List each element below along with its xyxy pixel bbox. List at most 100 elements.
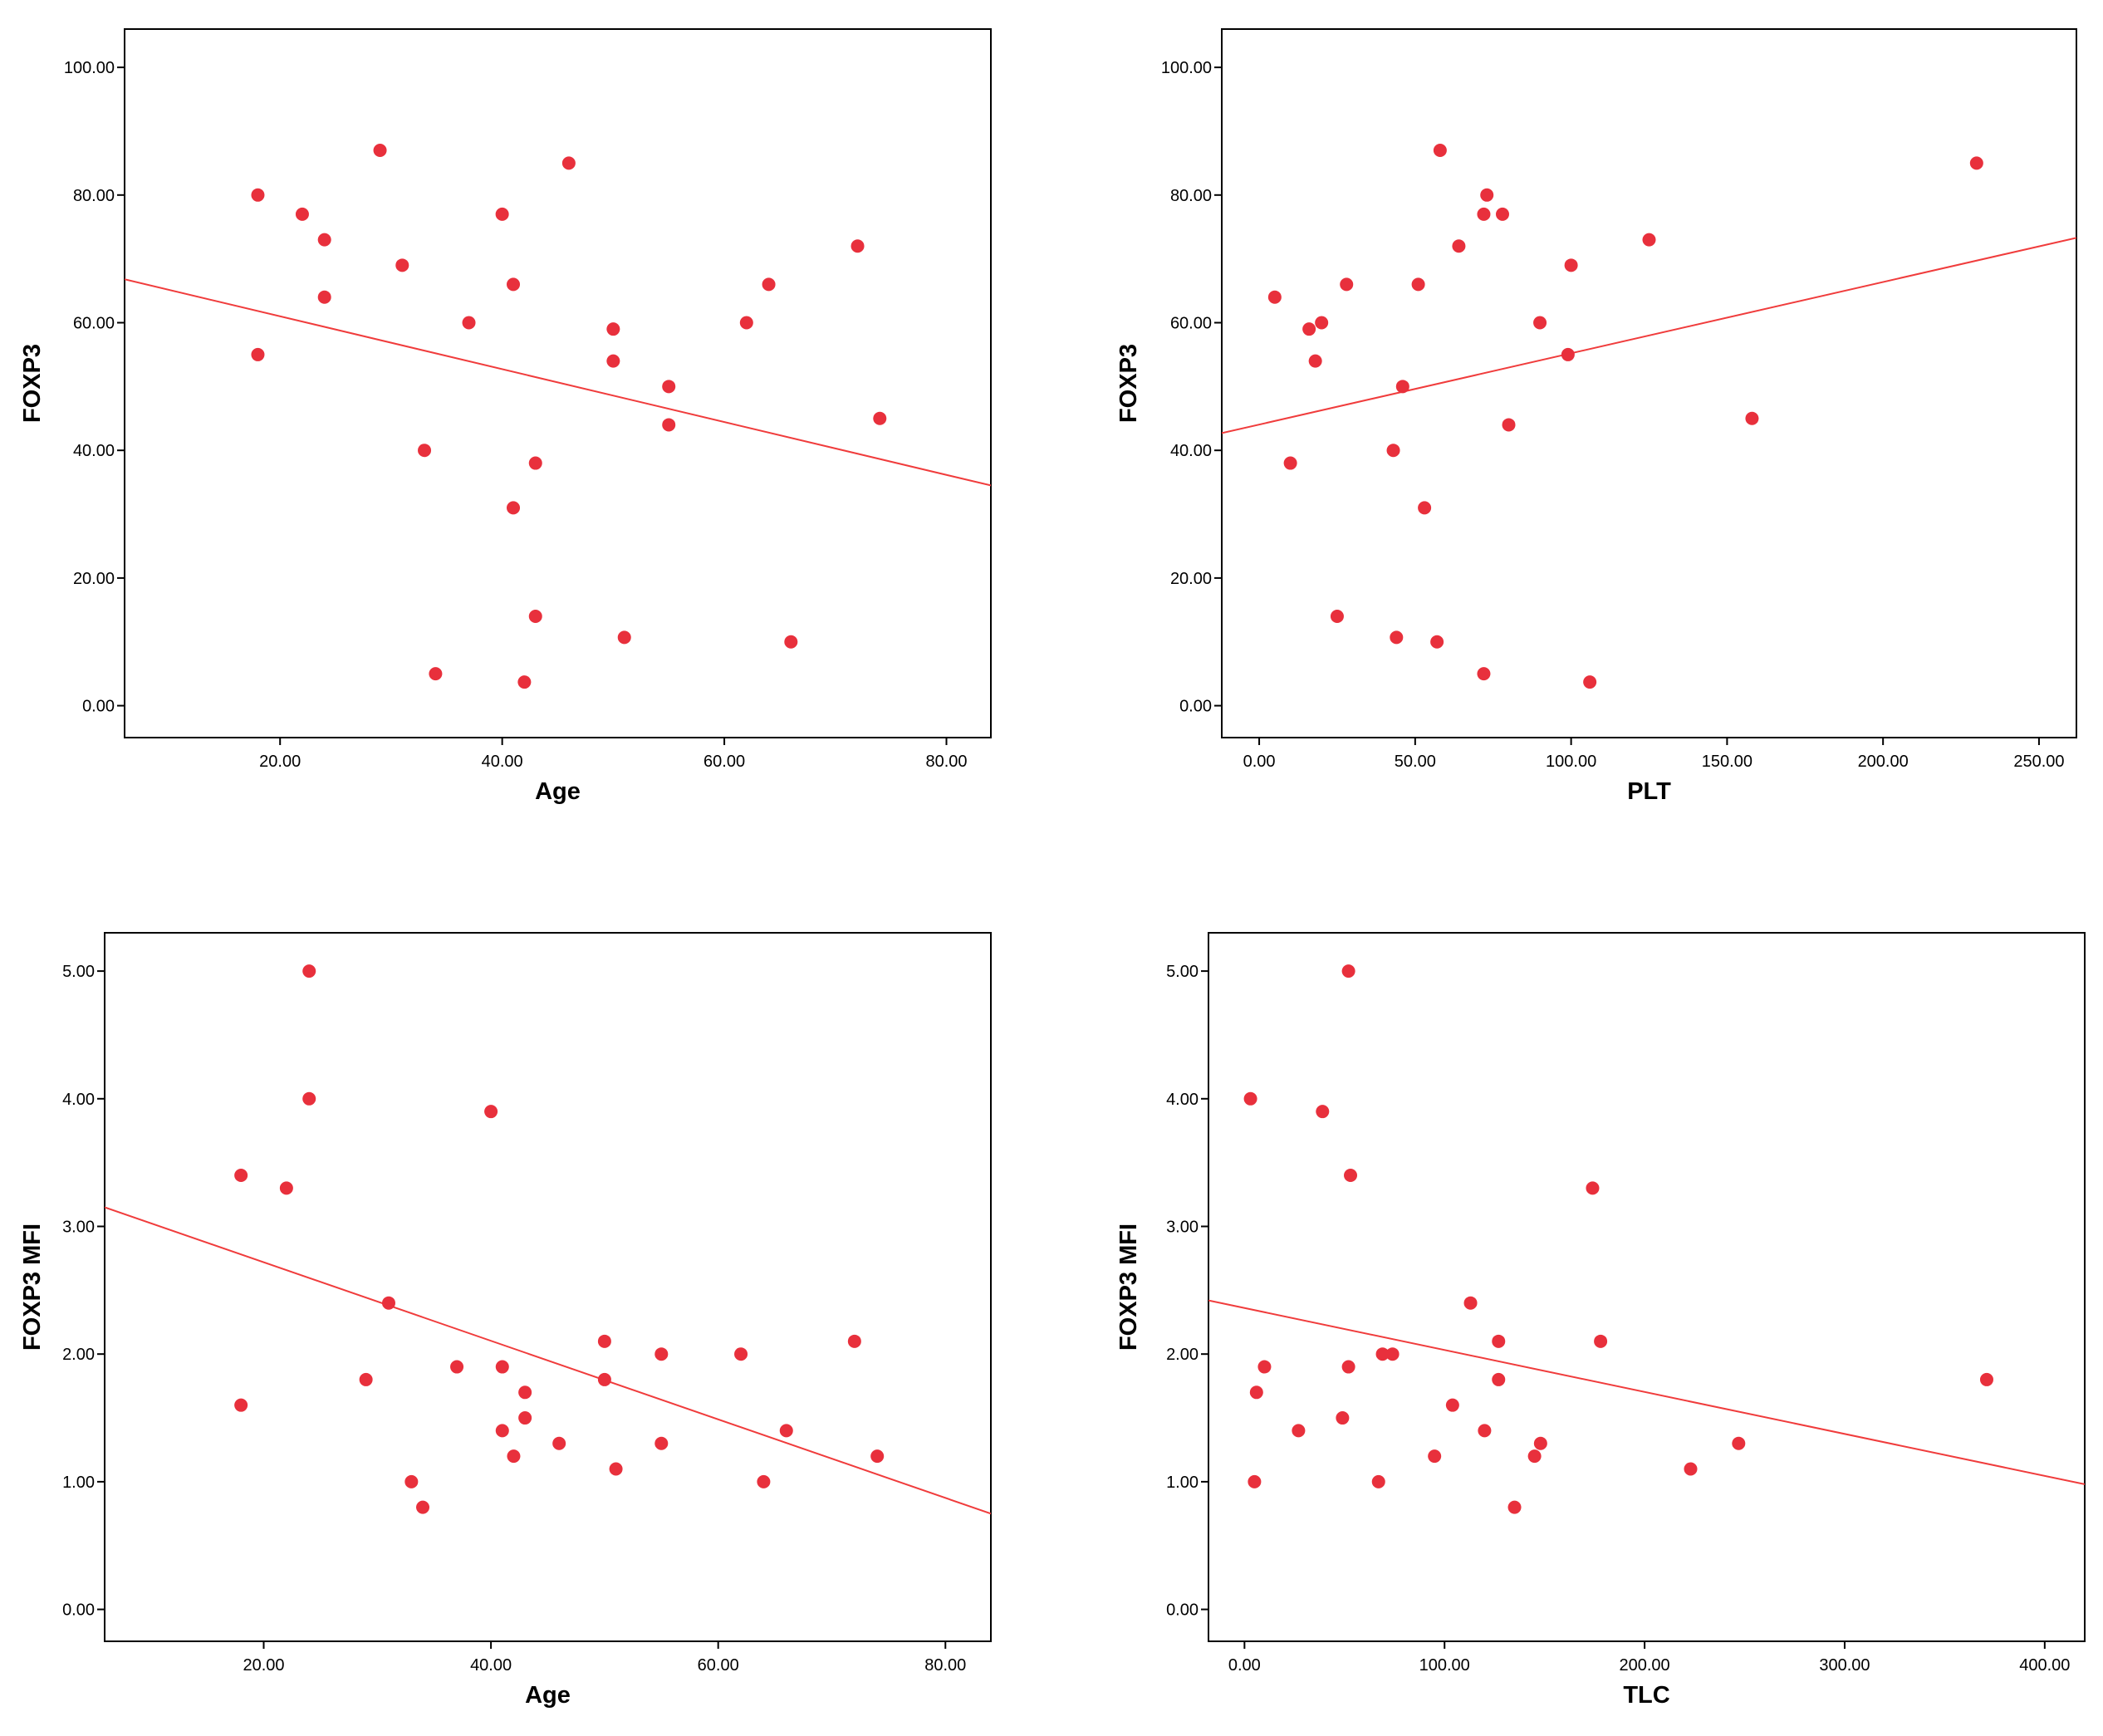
chart-1-xtick-label: 60.00 <box>703 753 745 771</box>
chart-2-y-axis-label: FOXP3 <box>1115 344 1142 423</box>
chart-4-ytick-label: 1.00 <box>1166 1474 1199 1492</box>
chart-3-ytick-label: 0.00 <box>62 1601 95 1620</box>
chart-4-point <box>1344 1169 1358 1183</box>
chart-3-point <box>234 1398 248 1412</box>
chart-3-point <box>552 1436 566 1450</box>
chart-3-point <box>597 1334 611 1348</box>
chart-3-point <box>734 1347 748 1361</box>
chart-2-xtick-label: 50.00 <box>1395 753 1436 771</box>
chart-2-point <box>1283 456 1297 470</box>
chart-1-point <box>418 444 432 458</box>
chart-1-xtick-label: 80.00 <box>925 753 967 771</box>
chart-3-frame <box>104 932 992 1642</box>
chart-3-point <box>654 1436 669 1450</box>
chart-2-point <box>1395 380 1409 394</box>
chart-4-ytick-label: 3.00 <box>1166 1218 1199 1236</box>
chart-1-point <box>528 609 542 623</box>
chart-3-fit-line <box>105 1206 991 1515</box>
chart-3-point <box>779 1424 793 1438</box>
chart-2-point <box>1308 354 1322 368</box>
chart-2-point <box>1564 258 1578 272</box>
chart-4-point <box>1336 1411 1350 1425</box>
chart-3-point <box>381 1296 395 1310</box>
chart-2-point <box>1477 667 1491 681</box>
chart-1-y-axis-label: FOXP3 <box>19 344 46 423</box>
chart-2-xtick-label: 0.00 <box>1243 753 1276 771</box>
chart-4-xtick-label: 400.00 <box>2019 1656 2070 1675</box>
chart-1-ytick-label: 40.00 <box>73 442 115 460</box>
chart-1-point <box>507 277 521 292</box>
chart-3-point <box>518 1411 532 1425</box>
chart-2-fit-line <box>1222 237 2076 434</box>
chart-4-point <box>1428 1449 1442 1464</box>
chart-4-xtick-label: 0.00 <box>1228 1656 1261 1675</box>
chart-2-point <box>1502 418 1516 432</box>
chart-2-point <box>1302 322 1316 336</box>
chart-4-point <box>1371 1474 1385 1488</box>
chart-1-point <box>395 258 409 272</box>
chart-1-point <box>606 322 620 336</box>
chart-2-point <box>1969 156 1983 170</box>
chart-3-point <box>870 1449 885 1464</box>
chart-2-ytick-label: 20.00 <box>1170 570 1212 588</box>
chart-4-point <box>1732 1436 1746 1450</box>
chart-2-point <box>1418 501 1432 515</box>
chart-2-xtick-label: 100.00 <box>1546 753 1596 771</box>
chart-1-fit-line <box>125 278 991 487</box>
chart-2-frame <box>1221 28 2077 738</box>
chart-2-point <box>1315 316 1329 330</box>
chart-3-point <box>416 1500 430 1514</box>
chart-2-ytick-label: 40.00 <box>1170 442 1212 460</box>
chart-3-ytick-label: 1.00 <box>62 1474 95 1492</box>
chart-2-x-axis-label: PLT <box>1627 778 1671 805</box>
chart-1-point <box>251 347 265 361</box>
chart-4-point <box>1341 1360 1355 1374</box>
chart-4-ytick-label: 2.00 <box>1166 1346 1199 1364</box>
chart-4-point <box>1478 1424 1492 1438</box>
chart-4-xtick-label: 100.00 <box>1419 1656 1470 1675</box>
chart-1-ytick-label: 0.00 <box>82 698 115 716</box>
chart-4-point <box>1375 1347 1390 1361</box>
chart-2-ytick-label: 100.00 <box>1161 59 1212 77</box>
chart-3-point <box>597 1372 611 1386</box>
chart-1-ytick-label: 20.00 <box>73 570 115 588</box>
chart-3-point <box>654 1347 669 1361</box>
chart-1-point <box>507 501 521 515</box>
chart-4-point <box>1594 1334 1608 1348</box>
chart-2-xtick-label: 150.00 <box>1702 753 1753 771</box>
chart-3-point <box>495 1424 509 1438</box>
chart-3-point <box>518 1385 532 1400</box>
chart-2-point <box>1267 290 1282 304</box>
chart-4-point <box>1249 1385 1263 1400</box>
chart-4-xtick-label: 300.00 <box>1819 1656 1870 1675</box>
chart-2-point <box>1430 635 1444 649</box>
chart-2-point <box>1411 277 1425 292</box>
chart-1-x-axis-label: Age <box>535 778 581 805</box>
chart-2-ytick-label: 60.00 <box>1170 314 1212 332</box>
chart-1-point <box>606 354 620 368</box>
chart-3-ytick-label: 3.00 <box>62 1218 95 1236</box>
chart-2-point <box>1477 207 1491 221</box>
chart-4-point <box>1586 1181 1600 1195</box>
chart-3-y-axis-label: FOXP3 MFI <box>19 1224 46 1351</box>
chart-3-point <box>609 1462 623 1476</box>
chart-2-ytick-label: 80.00 <box>1170 187 1212 205</box>
chart-1-xtick-label: 20.00 <box>259 753 301 771</box>
chart-1-point <box>517 675 532 689</box>
chart-4-point <box>1527 1449 1542 1464</box>
chart-3-point <box>450 1360 464 1374</box>
chart-2-point <box>1583 675 1597 689</box>
chart-2-point <box>1480 188 1494 202</box>
chart-2-ytick-label: 0.00 <box>1179 698 1212 716</box>
chart-2-point <box>1330 609 1344 623</box>
chart-3-point <box>507 1449 521 1464</box>
chart-1-point <box>317 290 331 304</box>
chart-1-point <box>495 207 509 221</box>
chart-2-point <box>1533 316 1547 330</box>
chart-3-ytick-label: 5.00 <box>62 963 95 981</box>
chart-3-ytick-label: 2.00 <box>62 1346 95 1364</box>
chart-1-point <box>784 635 798 649</box>
chart-2-point <box>1561 347 1575 361</box>
chart-2-point <box>1390 630 1404 645</box>
